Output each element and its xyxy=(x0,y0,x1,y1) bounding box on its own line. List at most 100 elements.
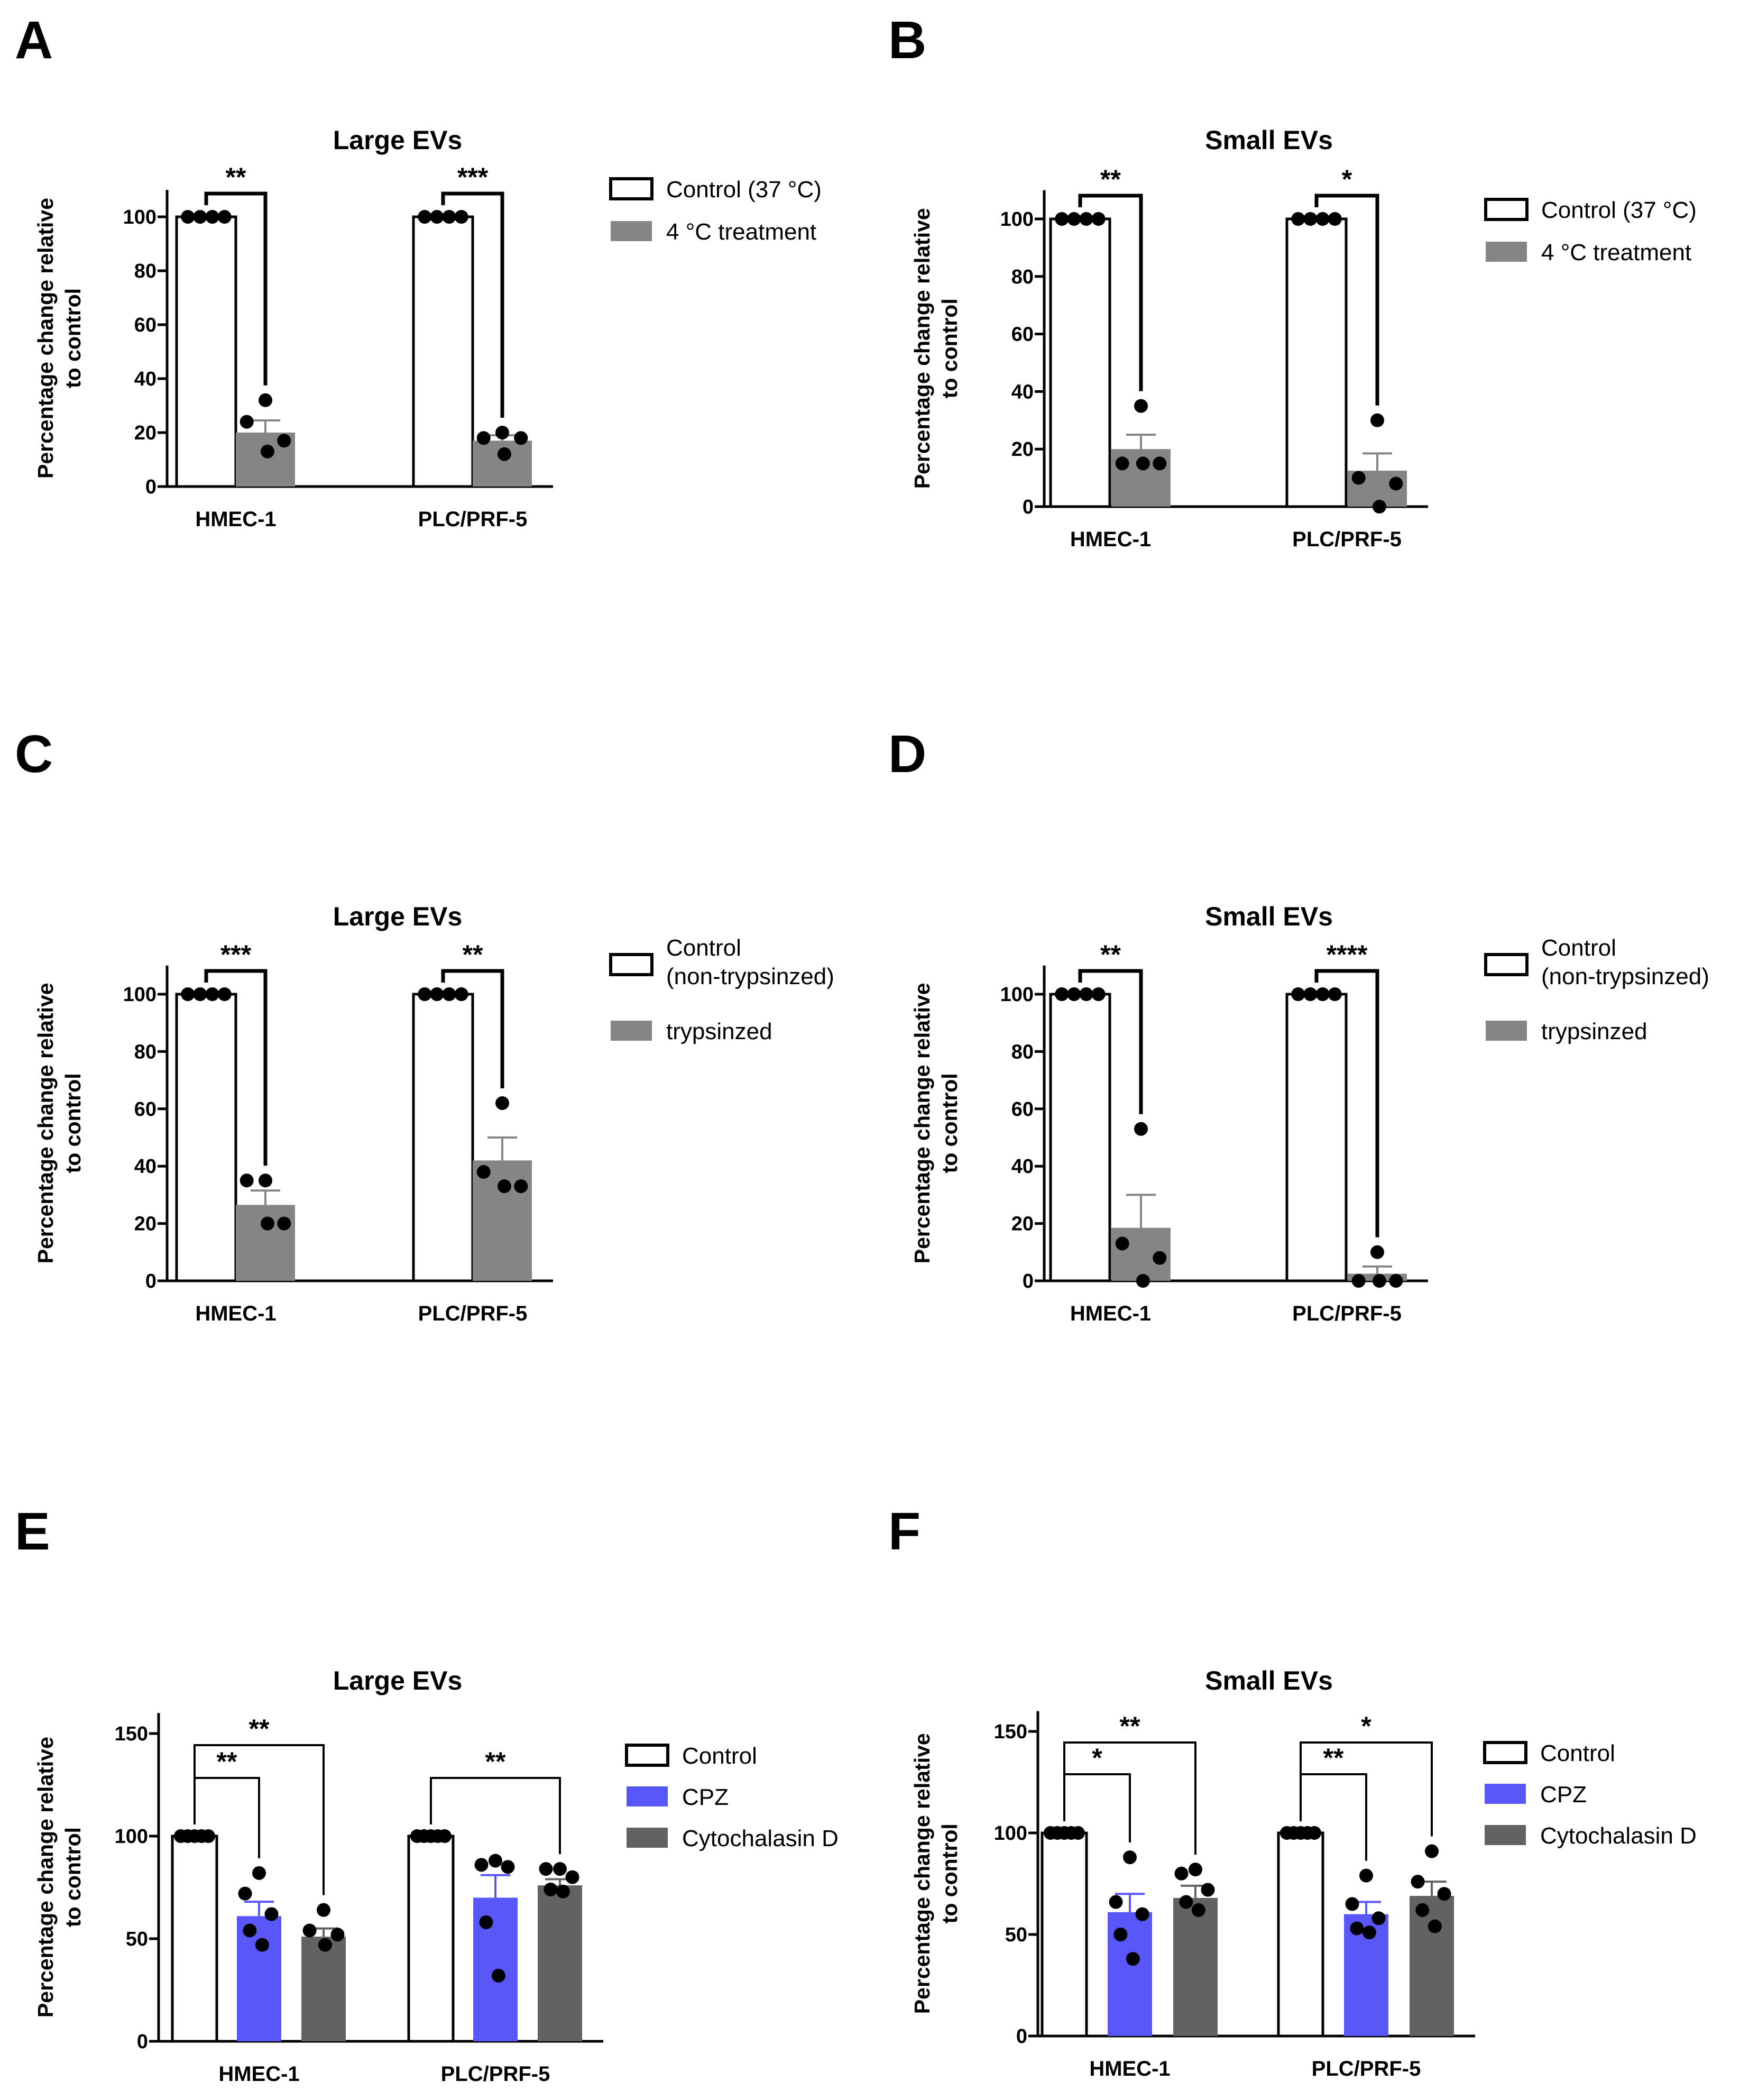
bar xyxy=(171,1835,218,2043)
bar xyxy=(538,1885,582,2041)
x-category-label: HMEC-1 xyxy=(195,1302,276,1325)
panel-b: B Small EVs Percentage change relative to c… xyxy=(888,11,1697,551)
y-tick-label: 40 xyxy=(134,368,156,390)
bar xyxy=(1049,217,1111,508)
legend-swatch xyxy=(1486,1021,1527,1041)
data-point xyxy=(255,1938,269,1952)
data-point xyxy=(418,210,432,224)
significance-bracket xyxy=(1078,969,1143,1114)
y-axis-label-line: Percentage change relative xyxy=(910,208,934,489)
data-point xyxy=(476,1165,491,1179)
y-tick-label: 60 xyxy=(1011,324,1034,346)
x-category-label: PLC/PRF-5 xyxy=(441,2062,550,2086)
data-point xyxy=(1067,987,1081,1001)
legend-label: trypsinzed xyxy=(666,1019,772,1044)
legend-swatch xyxy=(609,177,653,200)
data-point xyxy=(1179,1895,1193,1909)
significance-label: ** xyxy=(485,1747,506,1776)
data-point xyxy=(1153,1251,1167,1265)
data-point xyxy=(430,987,444,1001)
significance-bracket xyxy=(1314,194,1379,406)
data-point xyxy=(539,1862,553,1876)
data-point xyxy=(193,210,207,224)
y-tick-label: 0 xyxy=(145,476,156,498)
data-point xyxy=(1134,1122,1148,1136)
legend-label: Cytochalasin D xyxy=(1540,1823,1697,1849)
data-point xyxy=(217,210,232,224)
data-point xyxy=(1371,1911,1386,1925)
panel-a: A Large EVs Percentage change relative to c… xyxy=(15,11,822,531)
significance-label: * xyxy=(1342,164,1352,194)
x-category-label: PLC/PRF-5 xyxy=(1312,2057,1421,2080)
bar xyxy=(473,1897,518,2041)
data-point xyxy=(1091,987,1106,1001)
y-tick-label: 20 xyxy=(134,422,156,444)
data-point xyxy=(1308,1826,1322,1840)
x-category-label: PLC/PRF-5 xyxy=(418,1302,528,1325)
data-point xyxy=(1174,1866,1189,1881)
y-tick-label: 150 xyxy=(994,1721,1027,1743)
significance-label: *** xyxy=(457,162,489,192)
significance-label: ** xyxy=(1120,1711,1140,1741)
bar xyxy=(237,1916,281,2041)
y-axis-label: Percentage change relative to control xyxy=(33,983,85,1263)
panel-letter: D xyxy=(888,725,926,784)
bar xyxy=(175,215,237,488)
data-point xyxy=(1428,1919,1442,1933)
significance-label: ** xyxy=(1100,940,1121,969)
data-point xyxy=(217,987,232,1001)
y-tick-label: 100 xyxy=(1000,208,1034,231)
legend-label: CPZ xyxy=(682,1784,729,1810)
legend-swatch xyxy=(611,221,652,241)
data-point xyxy=(514,1179,528,1194)
legend-swatch xyxy=(609,953,653,976)
data-point xyxy=(1153,456,1167,471)
x-category-label: PLC/PRF-5 xyxy=(1292,528,1402,551)
data-point xyxy=(1291,212,1305,226)
panel-f: F Small EVs Percentage change relative to c… xyxy=(888,1502,1697,2080)
y-tick-label: 0 xyxy=(1016,2025,1027,2048)
y-tick-label: 100 xyxy=(115,1826,148,1848)
y-axis-label: Percentage change relative to control xyxy=(33,198,85,479)
data-point xyxy=(1411,1875,1425,1889)
bar xyxy=(236,1205,295,1281)
data-point xyxy=(1123,1850,1137,1865)
bar xyxy=(412,215,474,488)
data-point xyxy=(205,987,219,1001)
data-point xyxy=(476,431,491,445)
legend-label: Control (37 °C) xyxy=(666,177,822,203)
y-axis-label-line: to control xyxy=(61,1073,85,1173)
y-axis-label-line: Percentage change relative xyxy=(910,983,934,1263)
y-axis-label: Percentage change relative to control xyxy=(33,1737,85,2018)
legend-label: Control (37 °C) xyxy=(1541,197,1697,223)
chart-title: Large EVs xyxy=(333,902,463,931)
y-tick-label: 100 xyxy=(994,1822,1027,1845)
data-point xyxy=(1370,1245,1384,1259)
y-tick-label: 20 xyxy=(1011,1213,1034,1235)
legend-swatch xyxy=(625,1744,669,1767)
significance-label: ** xyxy=(217,1747,237,1776)
data-point xyxy=(1372,1274,1386,1288)
data-point xyxy=(1328,987,1342,1001)
data-point xyxy=(565,1870,579,1884)
legend-label: 4 °C treatment xyxy=(666,219,816,245)
y-tick-label: 60 xyxy=(134,314,156,336)
chart-title: Small EVs xyxy=(1205,1666,1333,1695)
legend-label: Control (non-trypsinzed) xyxy=(666,935,834,989)
data-point xyxy=(302,1923,317,1938)
chart-title: Small EVs xyxy=(1205,902,1333,931)
x-category-label: PLC/PRF-5 xyxy=(418,508,528,531)
data-point xyxy=(1191,1903,1205,1917)
legend-swatch xyxy=(1486,242,1527,262)
y-axis-label-line: Percentage change relative xyxy=(33,1737,58,2018)
y-tick-label: 20 xyxy=(134,1213,156,1235)
bar xyxy=(301,1937,346,2041)
bar xyxy=(1277,1831,1324,2038)
y-tick-label: 60 xyxy=(134,1098,156,1121)
x-category-label: HMEC-1 xyxy=(1070,1302,1151,1325)
legend-label: CPZ xyxy=(1540,1782,1587,1808)
data-point xyxy=(1437,1887,1451,1901)
legend-swatch xyxy=(1485,1825,1526,1845)
y-axis-label-line: to control xyxy=(937,1073,962,1173)
panel-e: E Large EVs Percentage change relative to c… xyxy=(15,1502,839,2086)
